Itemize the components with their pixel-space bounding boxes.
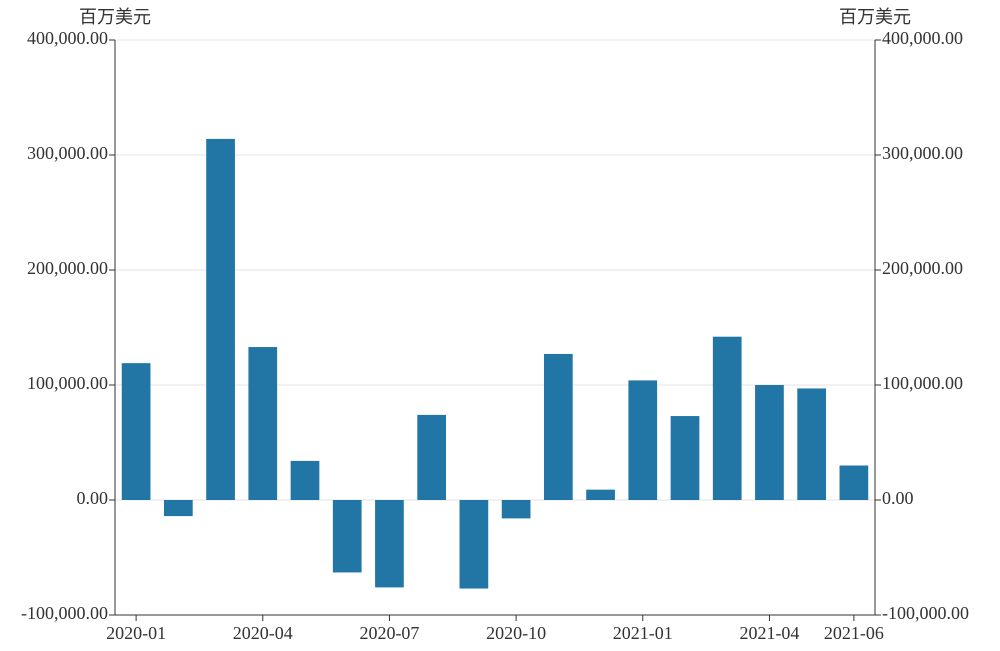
- y2-tick-label: 400,000.00: [882, 28, 963, 48]
- bar: [417, 414, 447, 500]
- bar: [290, 460, 320, 500]
- y2-axis-label: 百万美元: [839, 7, 911, 28]
- bar: [248, 347, 278, 500]
- bar: [206, 138, 235, 500]
- y-tick-label: 200,000.00: [27, 258, 108, 278]
- bar: [670, 416, 700, 500]
- x-tick-label: 2020-04: [233, 623, 293, 643]
- bar: [375, 500, 404, 588]
- bar: [332, 500, 362, 573]
- bar: [712, 336, 742, 500]
- x-tick-label: 2021-01: [613, 623, 673, 643]
- y-axis-label: 百万美元: [79, 7, 151, 28]
- y2-tick-label: 100,000.00: [882, 373, 963, 393]
- bar: [163, 500, 193, 517]
- y-tick-label: -100,000.00: [21, 603, 108, 623]
- bar: [543, 353, 573, 500]
- y-tick-label: 400,000.00: [27, 28, 108, 48]
- bar: [586, 489, 615, 500]
- x-tick-label: 2021-06: [824, 623, 884, 643]
- x-tick-label: 2020-01: [106, 623, 166, 643]
- bar: [797, 388, 827, 500]
- y2-tick-label: -100,000.00: [882, 603, 969, 623]
- bar: [628, 380, 658, 500]
- y2-tick-label: 200,000.00: [882, 258, 963, 278]
- x-tick-label: 2021-04: [739, 623, 799, 643]
- y-tick-label: 100,000.00: [27, 373, 108, 393]
- y2-tick-label: 300,000.00: [882, 143, 963, 163]
- y2-tick-label: 0.00: [882, 488, 914, 508]
- x-tick-label: 2020-07: [359, 623, 419, 643]
- bar: [755, 385, 784, 500]
- bar: [459, 500, 489, 589]
- y-tick-label: 0.00: [77, 488, 109, 508]
- x-tick-label: 2020-10: [486, 623, 546, 643]
- y-tick-label: 300,000.00: [27, 143, 108, 163]
- bar: [121, 363, 151, 500]
- bar: [501, 500, 531, 519]
- bar: [839, 465, 869, 500]
